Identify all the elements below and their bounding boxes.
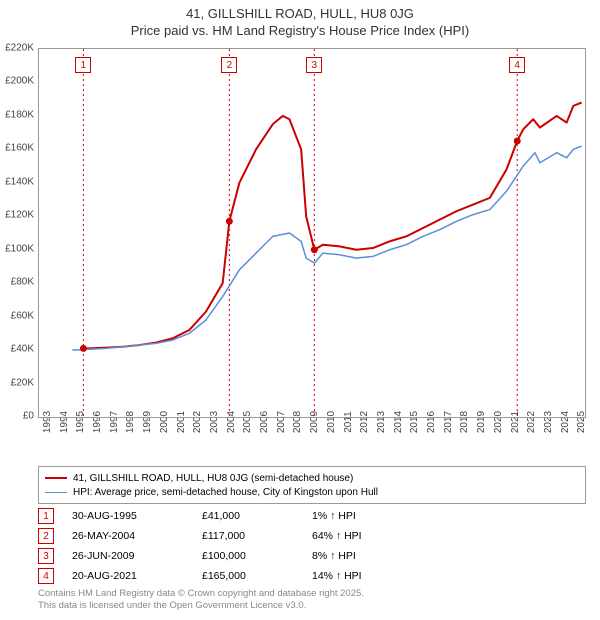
- footer-line1: Contains HM Land Registry data © Crown c…: [38, 588, 364, 600]
- sale-marker-box: 1: [75, 57, 91, 73]
- y-tick-label: £140K: [0, 176, 34, 187]
- sale-marker-box: 2: [221, 57, 237, 73]
- sales-row-pct: 64% ↑ HPI: [312, 530, 452, 542]
- sales-table: 130-AUG-1995£41,0001% ↑ HPI226-MAY-2004£…: [38, 506, 586, 586]
- chart-svg: [39, 49, 585, 417]
- sales-row: 3 26-JUN-2009£100,0008% ↑ HPI: [38, 546, 586, 566]
- sales-row-date: 26-MAY-2004: [72, 530, 202, 542]
- y-tick-label: £20K: [0, 377, 34, 388]
- y-tick-label: £60K: [0, 310, 34, 321]
- sales-row-date: 26-JUN-2009: [72, 550, 202, 562]
- y-tick-label: £220K: [0, 43, 34, 54]
- sales-row-date: 20-AUG-2021: [72, 570, 202, 582]
- sales-row-marker: 2: [38, 528, 54, 544]
- footer-line2: This data is licensed under the Open Gov…: [38, 600, 364, 612]
- legend-label: 41, GILLSHILL ROAD, HULL, HU8 0JG (semi-…: [73, 473, 353, 484]
- sales-row: 1 30-AUG-1995£41,0001% ↑ HPI: [38, 506, 586, 526]
- y-tick-label: £200K: [0, 76, 34, 87]
- attribution-footer: Contains HM Land Registry data © Crown c…: [38, 588, 364, 613]
- sale-dot: [311, 246, 318, 253]
- sales-row-date: 30-AUG-1995: [72, 510, 202, 522]
- series-hpi: [72, 146, 581, 350]
- y-tick-label: £180K: [0, 109, 34, 120]
- price-chart: 1 2 3 4: [38, 48, 586, 418]
- title-address: 41, GILLSHILL ROAD, HULL, HU8 0JG: [0, 6, 600, 23]
- y-tick-label: £160K: [0, 143, 34, 154]
- sale-marker-box: 3: [306, 57, 322, 73]
- sale-dot: [226, 218, 233, 225]
- y-tick-label: £80K: [0, 277, 34, 288]
- sales-row-pct: 1% ↑ HPI: [312, 510, 452, 522]
- sales-row-price: £117,000: [202, 530, 312, 542]
- sales-row-price: £100,000: [202, 550, 312, 562]
- y-tick-label: £0: [0, 411, 34, 422]
- sale-marker-box: 4: [509, 57, 525, 73]
- sales-row-price: £165,000: [202, 570, 312, 582]
- sales-row-marker: 1: [38, 508, 54, 524]
- y-tick-label: £100K: [0, 243, 34, 254]
- sales-row: 2 26-MAY-2004£117,00064% ↑ HPI: [38, 526, 586, 546]
- series-subject: [83, 103, 581, 349]
- legend-row: HPI: Average price, semi-detached house,…: [45, 485, 579, 499]
- legend: 41, GILLSHILL ROAD, HULL, HU8 0JG (semi-…: [38, 466, 586, 504]
- sales-row-price: £41,000: [202, 510, 312, 522]
- legend-label: HPI: Average price, semi-detached house,…: [73, 487, 378, 498]
- legend-swatch: [45, 492, 67, 493]
- sales-row-marker: 4: [38, 568, 54, 584]
- sales-row-marker: 3: [38, 548, 54, 564]
- y-tick-label: £40K: [0, 344, 34, 355]
- sale-dot: [514, 138, 521, 145]
- chart-title: 41, GILLSHILL ROAD, HULL, HU8 0JG Price …: [0, 0, 600, 40]
- sale-dot: [80, 345, 87, 352]
- legend-row: 41, GILLSHILL ROAD, HULL, HU8 0JG (semi-…: [45, 471, 579, 485]
- sales-row-pct: 14% ↑ HPI: [312, 570, 452, 582]
- title-subtitle: Price paid vs. HM Land Registry's House …: [0, 23, 600, 40]
- sales-row-pct: 8% ↑ HPI: [312, 550, 452, 562]
- legend-swatch: [45, 477, 67, 479]
- sales-row: 4 20-AUG-2021£165,00014% ↑ HPI: [38, 566, 586, 586]
- y-tick-label: £120K: [0, 210, 34, 221]
